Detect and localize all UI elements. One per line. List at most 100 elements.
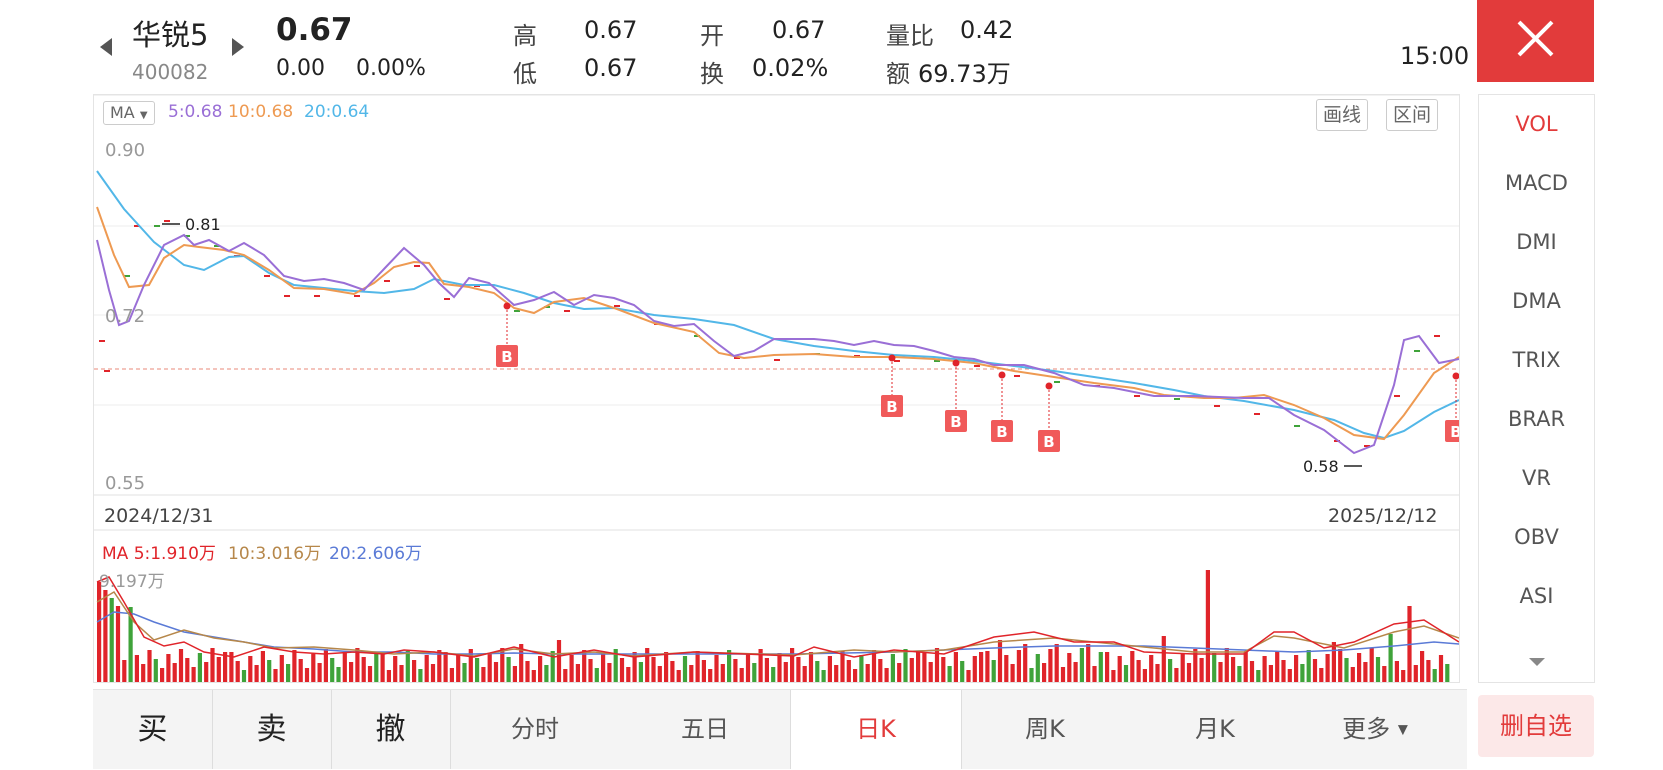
candle-mark <box>564 310 570 312</box>
volume-bar <box>109 598 114 682</box>
buy-marker[interactable]: B <box>991 371 1013 443</box>
vol-ma5-line <box>96 576 1459 658</box>
ma-selector[interactable]: MA ▼ <box>103 101 155 125</box>
tab-intraday[interactable]: 分时 <box>511 715 559 743</box>
tab-five-day[interactable]: 五日 <box>681 715 729 743</box>
volume-bar <box>286 664 291 682</box>
vol-ma20: 20:2.606万 <box>329 544 423 564</box>
volume-bar <box>790 648 795 682</box>
remove-watchlist-button[interactable]: 删自选 <box>1478 695 1594 757</box>
volume-bar <box>191 667 196 682</box>
indicator-vr[interactable]: VR <box>1522 466 1551 490</box>
max-price-label: 0.81 <box>185 215 221 234</box>
volume-bar <box>506 657 511 682</box>
turnover-value: 0.02% <box>752 54 829 82</box>
volume-bar <box>273 669 278 682</box>
candle-mark <box>154 225 160 227</box>
volume-bar <box>481 667 486 682</box>
volume-bar <box>752 663 757 682</box>
volume-bar <box>582 650 587 682</box>
sell-button[interactable]: 卖 <box>212 690 332 769</box>
volume-bar <box>468 649 473 682</box>
volume-bar <box>412 660 417 682</box>
volume-bar <box>1111 670 1116 682</box>
indicator-brar[interactable]: BRAR <box>1507 407 1566 431</box>
ma10-value: 10:0.68 <box>228 102 294 122</box>
indicator-asi[interactable]: ASI <box>1519 584 1554 608</box>
volume-bar <box>720 664 725 682</box>
prev-stock-icon[interactable] <box>100 38 112 56</box>
indicator-dma[interactable]: DMA <box>1512 289 1561 313</box>
volume-bar <box>1029 668 1034 682</box>
volume-bar <box>815 661 820 682</box>
buy-button[interactable]: 买 <box>93 690 213 769</box>
volume-bar <box>1350 667 1355 682</box>
volume-bar <box>317 663 322 682</box>
cancel-order-button[interactable]: 撤 <box>331 690 451 769</box>
volume-bar <box>254 665 259 682</box>
volume-bar <box>512 666 517 682</box>
volume-bar <box>355 648 360 682</box>
volume-bar <box>619 658 625 682</box>
indicator-dmi[interactable]: DMI <box>1516 230 1557 254</box>
volume-bar <box>1004 655 1009 682</box>
buy-marker[interactable]: B <box>1038 382 1060 453</box>
candle-mark <box>1134 395 1140 397</box>
volume-bar <box>475 658 480 682</box>
kline-chart[interactable]: B B B B B B MA ▼ 5:0.68 10:0.68 20:0.64 画线 区间… <box>93 94 1460 683</box>
volume-bar <box>1016 650 1021 682</box>
volume-bar <box>128 607 133 682</box>
range-button[interactable]: 区间 <box>1386 99 1439 131</box>
date-start: 2024/12/31 <box>104 505 214 527</box>
volume-bar <box>1142 669 1147 682</box>
volume-bar <box>638 662 643 682</box>
tab-weekly-k[interactable]: 周K <box>1025 715 1065 743</box>
volume-bar <box>1388 634 1393 682</box>
chevron-down-icon: ▼ <box>1397 722 1408 738</box>
volume-bar <box>1420 651 1425 682</box>
close-button[interactable] <box>1477 0 1594 82</box>
volume-bar <box>323 649 328 682</box>
buy-marker[interactable]: B <box>945 359 967 433</box>
next-stock-icon[interactable] <box>232 38 244 56</box>
volume-bar <box>1262 656 1267 682</box>
volume-bar <box>909 658 914 682</box>
volume-bar <box>449 668 454 682</box>
volume-bar <box>311 654 316 682</box>
volume-bar <box>550 651 555 682</box>
buy-marker[interactable]: B <box>881 354 903 418</box>
indicator-macd[interactable]: MACD <box>1505 171 1568 195</box>
indicator-trix[interactable]: TRIX <box>1512 348 1561 372</box>
volume-bar <box>374 652 379 682</box>
volume-bar <box>1426 660 1431 682</box>
draw-line-button[interactable]: 画线 <box>1316 99 1369 131</box>
volume-bar <box>594 668 599 682</box>
buy-marker[interactable]: B <box>496 302 518 368</box>
indicator-sidebar[interactable]: VOL MACD DMI DMA TRIX BRAR VR OBV ASI EMV <box>1478 94 1595 683</box>
volume-bar <box>960 661 965 682</box>
low-value: 0.67 <box>584 54 638 82</box>
tab-more[interactable]: 更多 ▼ <box>1300 690 1450 769</box>
volume-bar <box>1319 668 1324 682</box>
volume-bar <box>783 662 788 682</box>
volume-bar <box>210 648 215 682</box>
indicator-emv[interactable]: EMV <box>1479 626 1594 640</box>
candle-mark <box>1174 398 1180 400</box>
volume-bar <box>682 656 688 682</box>
volume-bar <box>1079 648 1084 682</box>
volume-bar <box>493 662 499 682</box>
open-value: 0.67 <box>772 16 826 44</box>
volume-bar <box>613 649 618 682</box>
volume-bar <box>997 640 1003 682</box>
volume-bar <box>884 668 889 682</box>
volume-bar <box>1413 665 1418 682</box>
buy-marker[interactable]: B <box>1445 372 1459 443</box>
indicator-vol[interactable]: VOL <box>1515 112 1558 136</box>
scroll-down-icon[interactable] <box>1529 658 1545 666</box>
candle-mark <box>314 295 320 297</box>
indicator-obv[interactable]: OBV <box>1514 525 1559 549</box>
tab-monthly-k[interactable]: 月K <box>1195 715 1235 743</box>
amount-label: 额 <box>886 60 910 88</box>
vol-ratio-value: 0.42 <box>960 16 1014 44</box>
tab-daily-k[interactable]: 日K <box>790 690 962 769</box>
